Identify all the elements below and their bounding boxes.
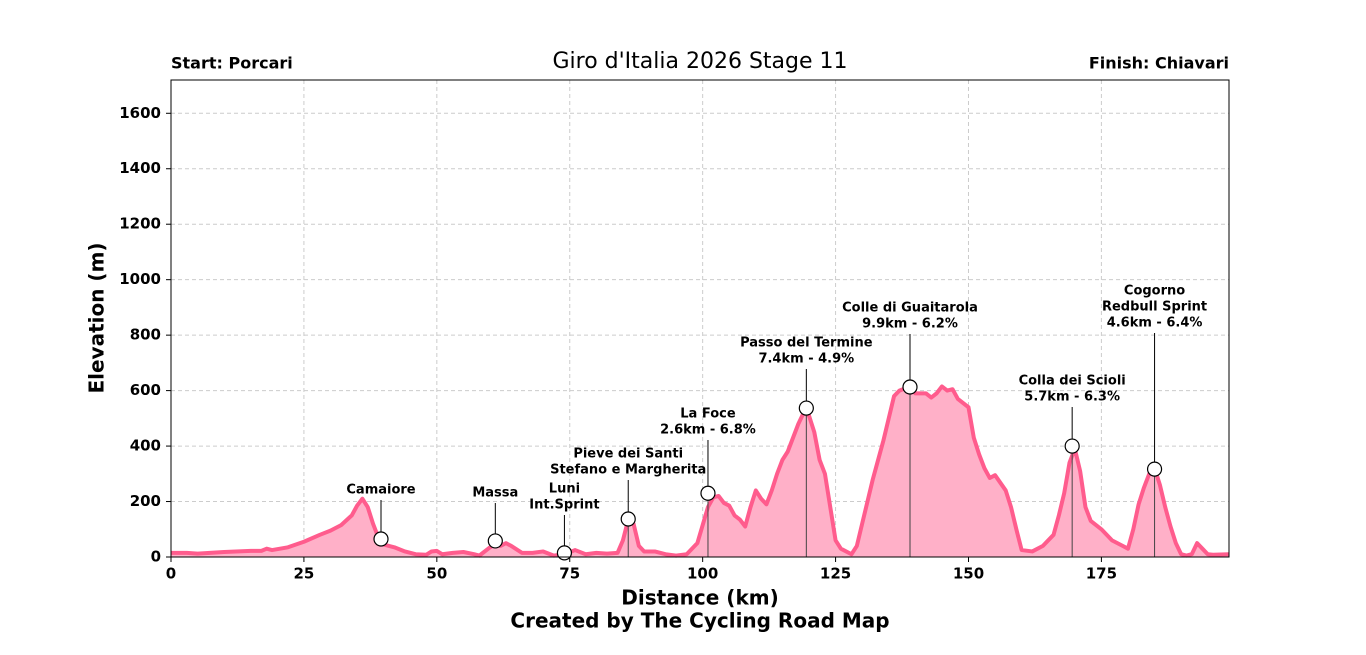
marker xyxy=(1146,461,1163,477)
y-tick-label: 1600 xyxy=(119,104,161,122)
y-tick-label: 1000 xyxy=(119,270,161,288)
credit: Created by The Cycling Road Map xyxy=(510,609,889,633)
marker xyxy=(700,485,716,501)
y-axis-label: Elevation (m) xyxy=(85,242,109,393)
marker-label: 4.6km - 6.4% xyxy=(1107,316,1203,331)
y-tick-label: 1400 xyxy=(119,159,161,177)
marker xyxy=(487,533,503,549)
marker-label: Luni xyxy=(549,482,580,497)
x-tick-label: 50 xyxy=(426,565,447,583)
elevation-line xyxy=(171,384,1230,558)
y-tick-label: 600 xyxy=(130,381,161,399)
marker-label: 5.7km - 6.3% xyxy=(1024,390,1120,405)
marker xyxy=(1064,438,1080,454)
x-tick-label: 75 xyxy=(559,565,580,583)
marker-label: 2.6km - 6.8% xyxy=(660,423,756,438)
marker-label: Redbull Sprint xyxy=(1102,300,1207,315)
elevation-area xyxy=(171,386,1229,557)
y-tick-label: 1200 xyxy=(119,215,161,233)
marker-label: Cogorno xyxy=(1124,284,1185,299)
marker xyxy=(902,379,918,395)
marker-label: Massa xyxy=(472,486,518,501)
chart-title: Giro d'Italia 2026 Stage 11 xyxy=(552,49,847,74)
marker-label: Stefano e Margherita xyxy=(550,463,706,478)
plot-frame xyxy=(170,79,1230,558)
marker-label: La Foce xyxy=(680,407,736,422)
x-tick-label: 125 xyxy=(820,565,851,583)
y-tick-label: 0 xyxy=(151,548,161,566)
marker-label: Camaiore xyxy=(346,483,415,498)
marker xyxy=(798,400,814,416)
x-axis-label: Distance (km) xyxy=(621,586,778,610)
x-tick-label: 150 xyxy=(953,565,984,583)
marker-label: Int.Sprint xyxy=(529,498,599,513)
marker-label: Colle di Guaitarola xyxy=(842,301,978,316)
start-label: Start: Porcari xyxy=(171,54,293,73)
marker xyxy=(556,545,573,561)
marker xyxy=(373,531,389,547)
marker-label: Pieve dei Santi xyxy=(573,447,683,462)
marker-label: Passo del Termine xyxy=(740,336,873,351)
finish-label: Finish: Chiavari xyxy=(1089,54,1229,73)
x-tick-label: 0 xyxy=(166,565,176,583)
marker-label: Colla dei Scioli xyxy=(1019,374,1126,389)
marker-label: 9.9km - 6.2% xyxy=(862,317,958,332)
x-tick-label: 25 xyxy=(293,565,314,583)
y-tick-label: 400 xyxy=(130,437,161,455)
x-tick-label: 175 xyxy=(1086,565,1117,583)
marker-label: 7.4km - 4.9% xyxy=(758,352,854,367)
y-tick-label: 800 xyxy=(130,326,161,344)
x-tick-label: 100 xyxy=(687,565,718,583)
marker xyxy=(620,511,636,527)
y-tick-label: 200 xyxy=(130,492,161,510)
